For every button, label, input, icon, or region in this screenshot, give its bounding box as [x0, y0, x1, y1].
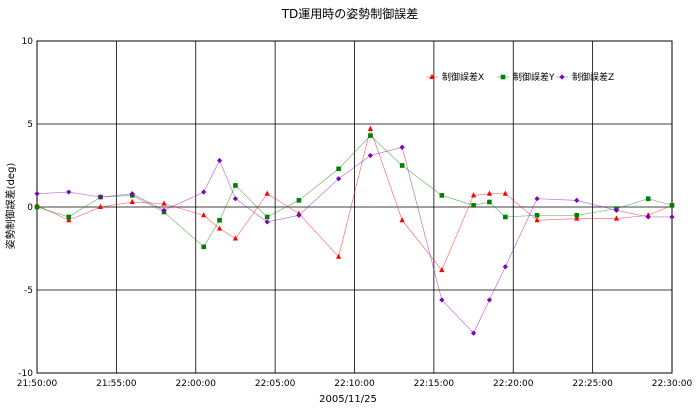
data-point	[503, 214, 508, 220]
data-point	[296, 212, 302, 218]
data-point	[201, 244, 206, 250]
legend-item: 制御誤差Y	[497, 71, 555, 83]
data-point	[264, 190, 270, 196]
data-point	[201, 212, 207, 218]
data-point	[439, 266, 445, 273]
data-point	[439, 297, 445, 303]
data-point	[574, 197, 580, 203]
data-point	[534, 213, 540, 218]
data-point	[216, 225, 223, 231]
data-point	[534, 196, 540, 202]
data-point	[502, 264, 508, 270]
data-point	[232, 196, 239, 202]
data-point	[66, 189, 72, 195]
y-tick-label: 5	[27, 120, 33, 130]
data-point	[34, 191, 40, 197]
y-tick-label: 10	[22, 37, 34, 47]
series-line	[36, 127, 673, 271]
chart-title: TD運用時の姿勢制御誤差	[281, 6, 419, 21]
data-point	[97, 194, 104, 200]
data-point	[66, 214, 72, 220]
data-point	[264, 219, 270, 225]
x-tick-label: 22:10:00	[334, 379, 375, 389]
x-tick-label: 22:20:00	[493, 379, 534, 389]
data-point	[502, 190, 508, 196]
data-point	[367, 152, 373, 159]
data-point	[336, 166, 341, 172]
data-point	[471, 203, 476, 208]
data-point	[336, 253, 342, 259]
data-point	[574, 213, 580, 218]
data-point	[66, 217, 72, 223]
series-line	[36, 135, 673, 248]
data-point	[201, 189, 207, 195]
data-point	[232, 235, 239, 241]
x-axis-label: 2005/11/25	[319, 394, 377, 405]
y-tick-label: 0	[27, 203, 33, 213]
data-point	[264, 214, 270, 220]
x-tick-label: 22:05:00	[255, 379, 296, 389]
data-point	[645, 214, 651, 220]
data-point	[470, 192, 477, 198]
x-tick-label: 22:15:00	[414, 379, 455, 389]
legend-label: 制御誤差X	[442, 71, 484, 83]
data-point	[486, 297, 493, 303]
data-point	[486, 190, 493, 196]
data-point	[669, 214, 675, 220]
x-tick-label: 22:00:00	[176, 379, 217, 389]
data-point	[336, 176, 342, 182]
series-3	[34, 144, 675, 336]
data-point	[216, 157, 223, 164]
data-point	[470, 330, 477, 336]
y-axis-label: 姿勢制御誤差(deg)	[4, 163, 17, 250]
x-tick-labels: 21:50:00 21:55:00 22:00:00 22:05:00 22:10:00…	[17, 379, 693, 389]
data-point	[669, 203, 675, 208]
data-point	[129, 198, 135, 205]
data-point	[217, 217, 222, 223]
x-tick-label: 22:25:00	[572, 379, 613, 389]
data-point	[399, 144, 405, 150]
data-point	[129, 191, 135, 197]
y-tick-labels: 10 5 0 -5 -10	[18, 37, 33, 379]
data-point	[296, 198, 302, 203]
legend-label: 制御誤差Z	[572, 71, 614, 83]
data-point	[399, 217, 405, 223]
data-point	[487, 199, 492, 205]
legend-marker	[500, 74, 506, 80]
data-point	[161, 200, 167, 206]
data-point	[233, 183, 238, 188]
data-point	[534, 217, 540, 223]
data-point	[613, 207, 620, 213]
y-tick-label: -5	[24, 286, 33, 296]
data-point	[613, 215, 620, 221]
data-point	[161, 207, 167, 213]
legend-marker	[559, 74, 565, 80]
legend-item: 制御誤差Z	[556, 71, 614, 83]
data-point	[399, 163, 405, 168]
x-tick-label: 22:30:00	[652, 379, 693, 389]
legend-marker	[429, 73, 435, 79]
x-tick-label: 21:55:00	[96, 379, 137, 389]
data-point	[645, 196, 651, 201]
data-point	[439, 193, 445, 198]
data-point	[574, 215, 580, 221]
series-layer	[34, 125, 675, 336]
data-point	[34, 204, 40, 210]
y-tick-label: -10	[18, 369, 33, 379]
data-point	[368, 133, 373, 138]
legend-item: 制御誤差X	[426, 71, 484, 83]
series-line	[36, 146, 672, 334]
legend: 制御誤差X 制御誤差Y 制御誤差Z	[426, 71, 614, 83]
legend-label: 制御誤差Y	[513, 71, 555, 83]
x-tick-label: 21:50:00	[17, 379, 58, 389]
grid	[36, 40, 673, 374]
data-point	[97, 203, 104, 209]
data-point	[367, 125, 373, 131]
